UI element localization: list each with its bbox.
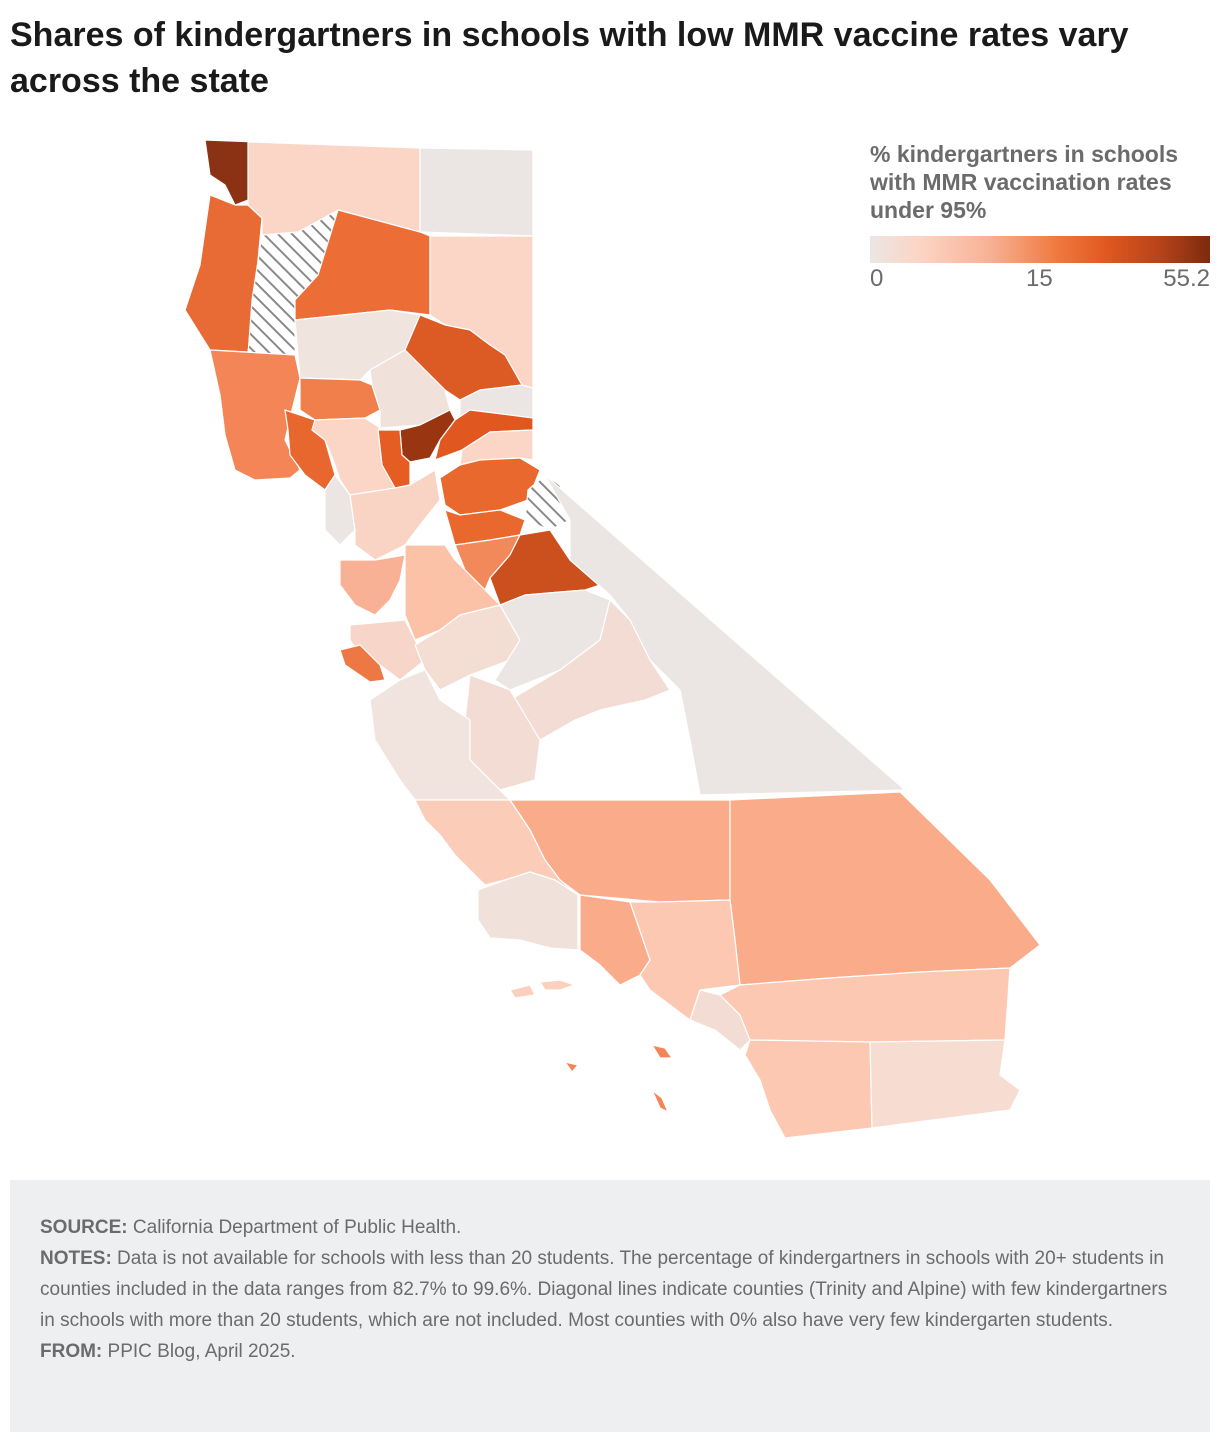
county-region xyxy=(509,599,671,741)
legend: % kindergartners in schools with MMR vac… xyxy=(870,140,1215,293)
from-label: FROM: xyxy=(40,1341,103,1362)
source-line: SOURCE: California Department of Public … xyxy=(40,1212,1180,1243)
county-region xyxy=(744,1039,873,1139)
county-region xyxy=(419,147,534,237)
county-region xyxy=(209,349,301,481)
county-region xyxy=(369,669,511,801)
county-region xyxy=(509,984,536,999)
notes-text: Data is not available for schools with l… xyxy=(40,1248,1168,1331)
county-region xyxy=(339,644,386,683)
legend-ticks: 0 15 55.2 xyxy=(870,263,1215,293)
from-text: PPIC Blog, April 2025. xyxy=(102,1341,296,1362)
california-county-map xyxy=(184,139,1041,1139)
county-region xyxy=(439,457,541,516)
source-text: California Department of Public Health. xyxy=(127,1217,462,1238)
source-label: SOURCE: xyxy=(40,1217,128,1238)
legend-color-scale xyxy=(870,236,1210,263)
county-region xyxy=(729,791,1041,986)
footer-notes: SOURCE: California Department of Public … xyxy=(10,1180,1210,1432)
county-region xyxy=(539,979,576,991)
county-region xyxy=(869,1039,1021,1129)
county-region xyxy=(299,377,381,421)
legend-tick-min: 0 xyxy=(870,265,884,292)
legend-tick-max: 55.2 xyxy=(1163,265,1210,292)
from-line: FROM: PPIC Blog, April 2025. xyxy=(40,1336,1180,1367)
county-region xyxy=(477,871,579,951)
county-region xyxy=(651,1089,669,1113)
county-region xyxy=(339,554,406,616)
notes-label: NOTES: xyxy=(40,1248,112,1269)
county-region xyxy=(651,1044,673,1059)
legend-title: % kindergartners in schools with MMR vac… xyxy=(870,141,1179,223)
chart-title: Shares of kindergartners in schools with… xyxy=(10,16,1129,100)
notes-line: NOTES: Data is not available for schools… xyxy=(40,1243,1180,1336)
county-region xyxy=(564,1061,579,1073)
legend-tick-mid: 15 xyxy=(1026,265,1053,292)
county-region xyxy=(349,469,441,561)
